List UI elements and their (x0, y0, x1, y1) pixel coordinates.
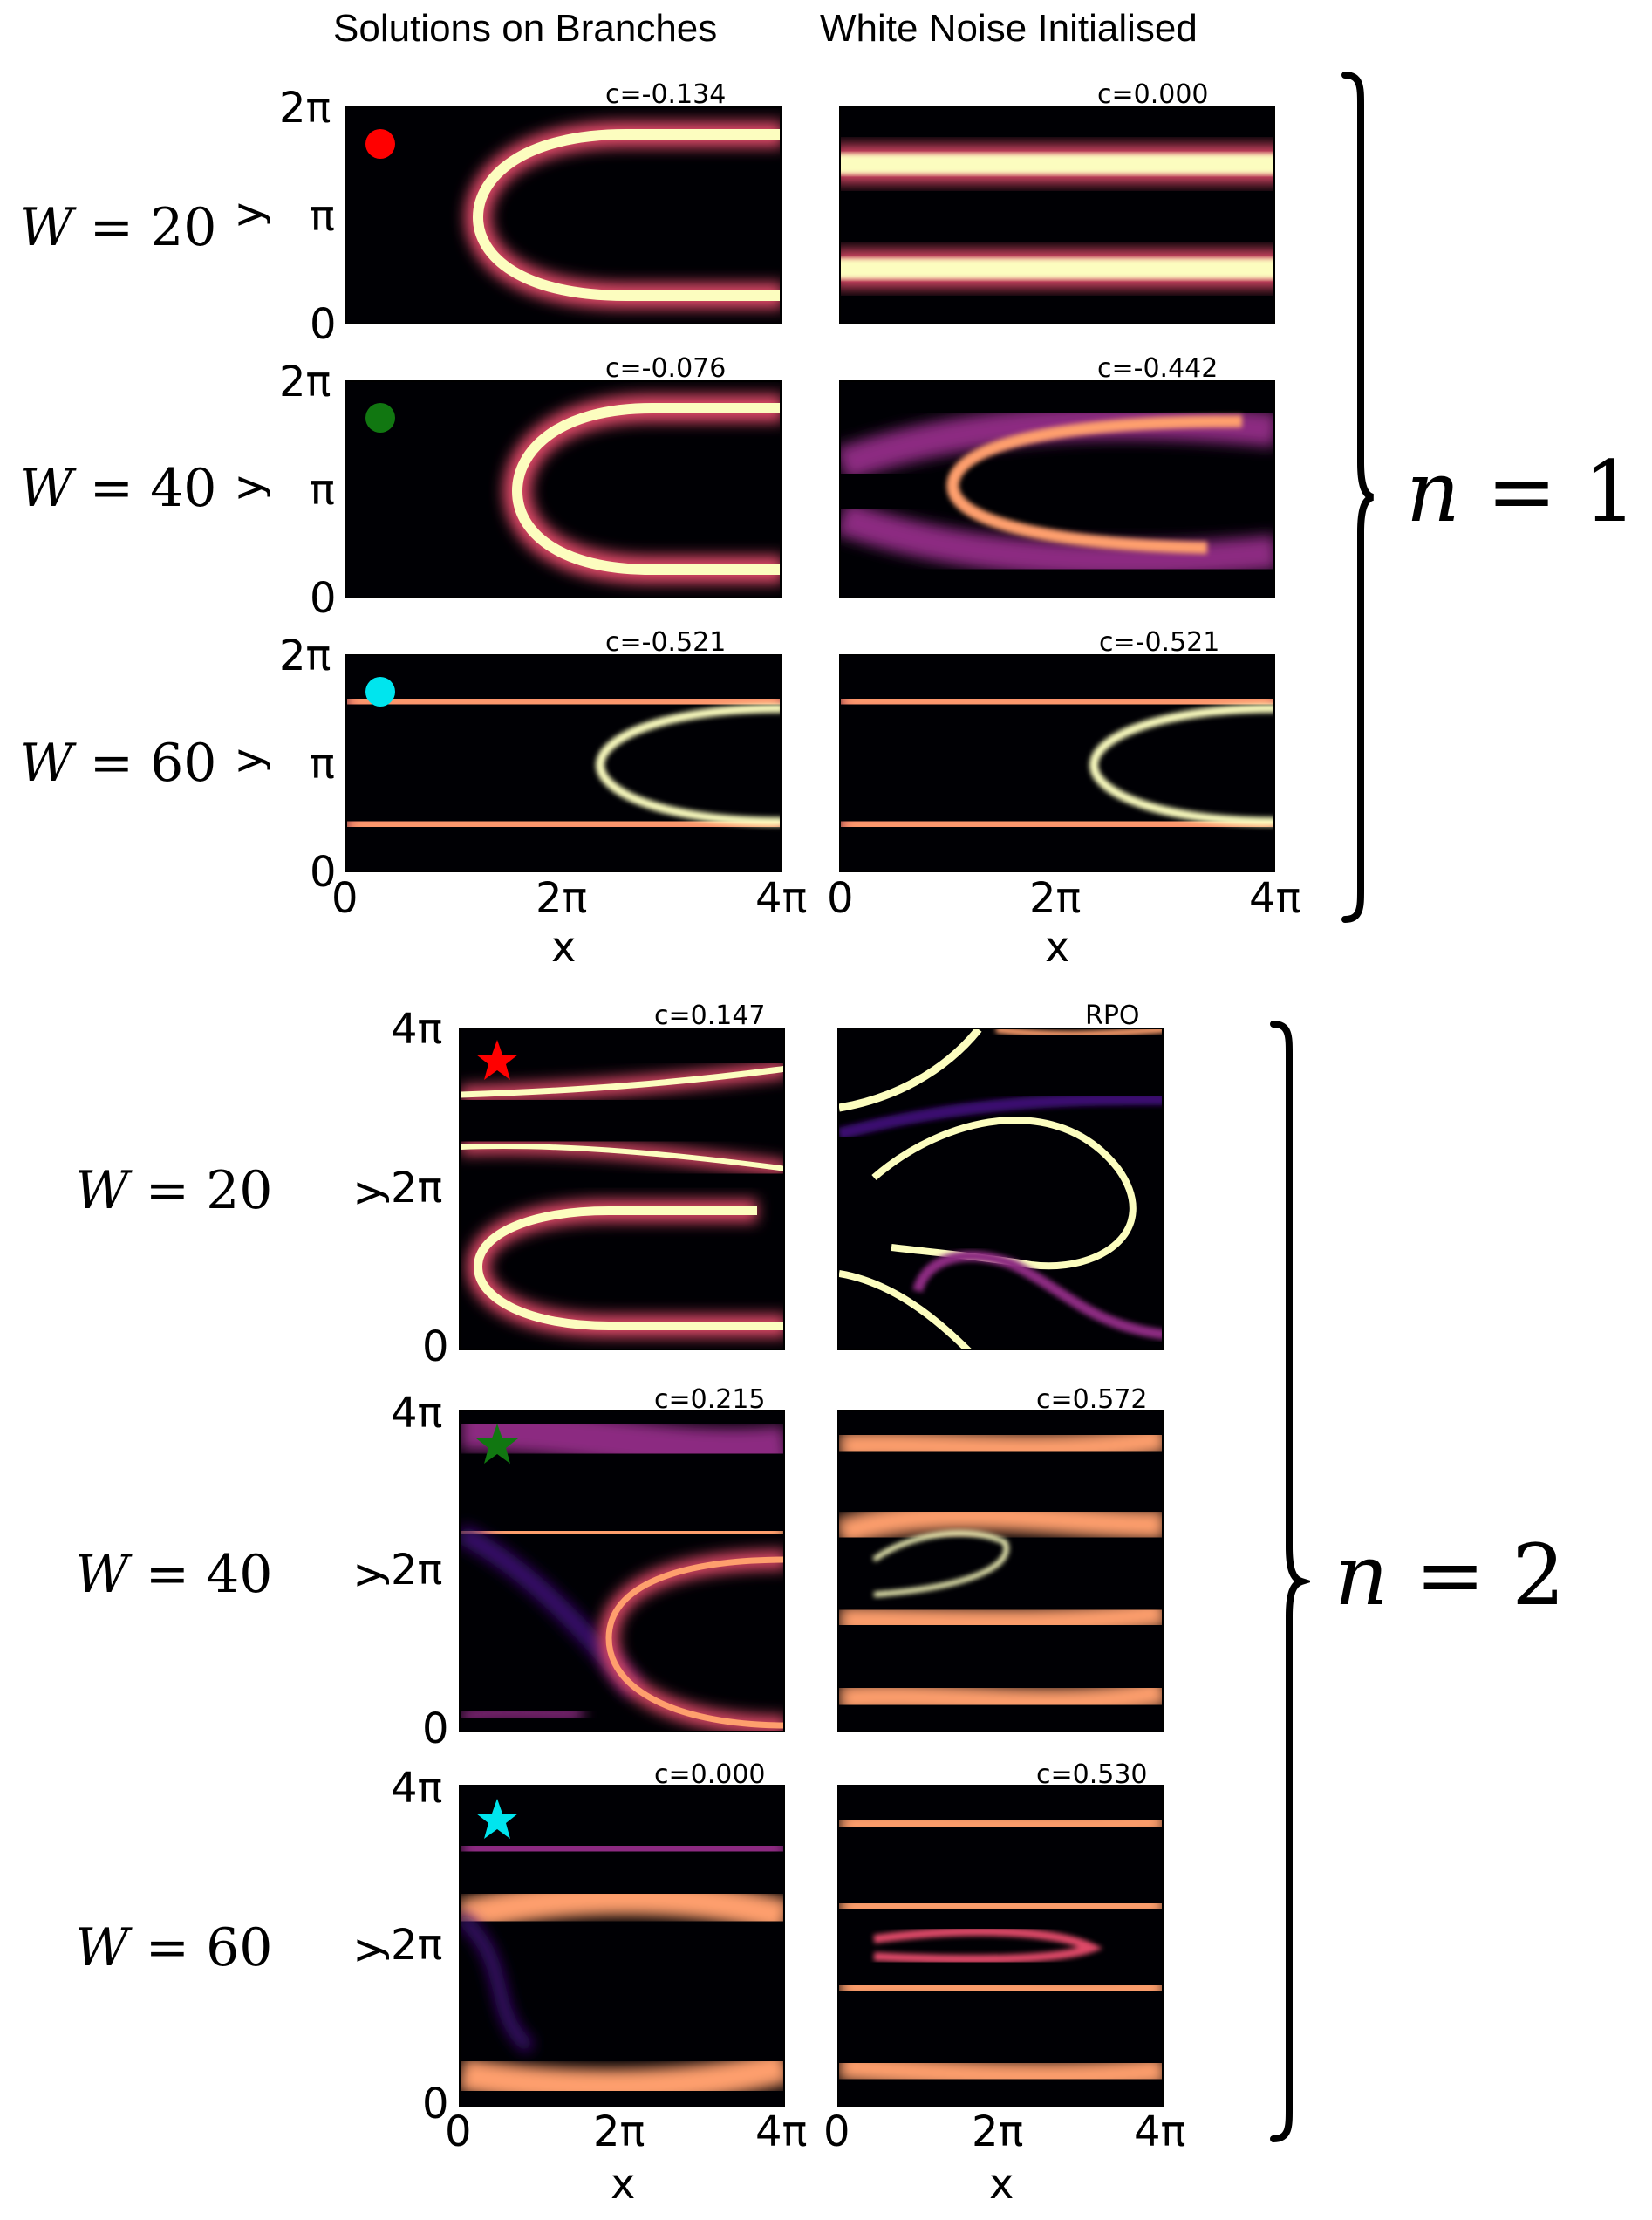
c-label: c=-0.134 (605, 79, 727, 110)
y-tick-label: 0 (422, 1704, 449, 1753)
x-axis-label: x (611, 2160, 636, 2209)
heatmap-panel-n2-w60-noise (837, 1785, 1164, 2107)
y-tick-label: 2π (391, 1921, 443, 1970)
row-label-w60: W = 60 (19, 733, 217, 794)
y-tick-label: 2π (279, 358, 331, 406)
x-tick-label: 0 (823, 2107, 850, 2156)
y-tick-label: 2π (279, 84, 331, 133)
y-tick-label: 0 (310, 574, 337, 623)
y-tick-label: 0 (422, 1322, 449, 1371)
x-axis-label: x (1045, 923, 1070, 972)
row-label-w20: W = 20 (75, 1160, 273, 1221)
heatmap-panel-n2-w20-noise (837, 1028, 1164, 1350)
marker-circle-green (365, 403, 395, 433)
marker-circle-cyan (365, 677, 395, 707)
heatmap-panel-n2-w40-noise (837, 1410, 1164, 1732)
y-tick-label: 0 (310, 300, 337, 349)
heatmap-panel-n1-w20-noise (839, 106, 1275, 324)
c-label: c=-0.521 (605, 627, 727, 658)
marker-star-green (476, 1424, 518, 1464)
brace-n2 (1270, 1021, 1310, 2142)
heatmap-panel-n1-w60-branch (345, 654, 782, 872)
row-label-w40: W = 40 (75, 1544, 273, 1605)
figure-group-n1: W = 20 W = 40 W = 60 y y y 2π π 0 2π π 0… (0, 0, 1652, 977)
c-label: c=0.000 (654, 1759, 766, 1790)
x-axis-label: x (551, 923, 577, 972)
y-tick-label: 4π (391, 1764, 443, 1813)
brace-n1 (1341, 72, 1375, 923)
c-label: c=0.147 (654, 1001, 766, 1031)
c-label: c=0.572 (1036, 1384, 1148, 1415)
y-axis-label: y (342, 1180, 392, 1206)
x-tick-label: 4π (755, 874, 808, 923)
heatmap-panel-n1-w40-noise (839, 380, 1275, 598)
c-label: c=0.215 (654, 1384, 766, 1415)
heatmap-panel-n1-w40-branch (345, 380, 782, 598)
x-tick-label: 4π (1249, 874, 1301, 923)
marker-star-red (476, 1040, 518, 1080)
x-tick-label: 4π (1134, 2107, 1186, 2156)
column-title-left: Solutions on Branches (333, 7, 718, 50)
y-axis-label: y (342, 1937, 392, 1964)
x-tick-label: 2π (536, 874, 588, 923)
x-tick-label: 4π (755, 2107, 808, 2156)
y-tick-label: 2π (279, 632, 331, 680)
c-label: c=-0.521 (1099, 627, 1220, 658)
marker-star-cyan (476, 1799, 518, 1839)
y-tick-label: 0 (422, 2080, 449, 2128)
y-axis-label: y (342, 1562, 392, 1588)
x-tick-label: 0 (445, 2107, 472, 2156)
heatmap-panel-n2-w20-branch (459, 1028, 785, 1350)
row-label-w60: W = 60 (75, 1917, 273, 1978)
x-tick-label: 0 (827, 874, 854, 923)
marker-circle-red (365, 129, 395, 159)
y-tick-label: 2π (391, 1546, 443, 1595)
heatmap-panel-n1-w60-noise (839, 654, 1275, 872)
c-label: c=-0.076 (605, 353, 727, 384)
heatmap-panel-n1-w20-branch (345, 106, 782, 324)
y-axis-label: y (223, 202, 273, 228)
y-tick-label: 2π (391, 1164, 443, 1212)
y-axis-label: y (223, 748, 273, 774)
y-tick-label: π (310, 466, 335, 515)
y-axis-label: y (223, 475, 273, 501)
c-label: c=0.000 (1097, 79, 1209, 110)
row-label-w20: W = 20 (19, 197, 217, 258)
figure-group-n2: W = 20 W = 40 W = 60 4π y 2π 0 4π y 2π 0… (0, 977, 1652, 2220)
y-tick-label: 4π (391, 1389, 443, 1438)
y-tick-label: π (310, 740, 335, 789)
heatmap-panel-n2-w40-branch (459, 1410, 785, 1732)
n-label-1: n = 1 (1406, 443, 1637, 541)
c-label: RPO (1085, 1001, 1140, 1031)
column-title-right: White Noise Initialised (820, 7, 1198, 50)
x-tick-label: 2π (1029, 874, 1082, 923)
x-axis-label: x (989, 2160, 1014, 2209)
x-tick-label: 2π (972, 2107, 1024, 2156)
y-tick-label: 0 (310, 848, 337, 897)
n-label-2: n = 2 (1335, 1527, 1566, 1624)
c-label: c=-0.442 (1097, 353, 1219, 384)
y-tick-label: 4π (391, 1005, 443, 1054)
y-tick-label: π (310, 192, 335, 241)
x-tick-label: 0 (331, 874, 358, 923)
heatmap-panel-n2-w60-branch (459, 1785, 785, 2107)
row-label-w40: W = 40 (19, 458, 217, 519)
c-label: c=0.530 (1036, 1759, 1148, 1790)
x-tick-label: 2π (593, 2107, 645, 2156)
